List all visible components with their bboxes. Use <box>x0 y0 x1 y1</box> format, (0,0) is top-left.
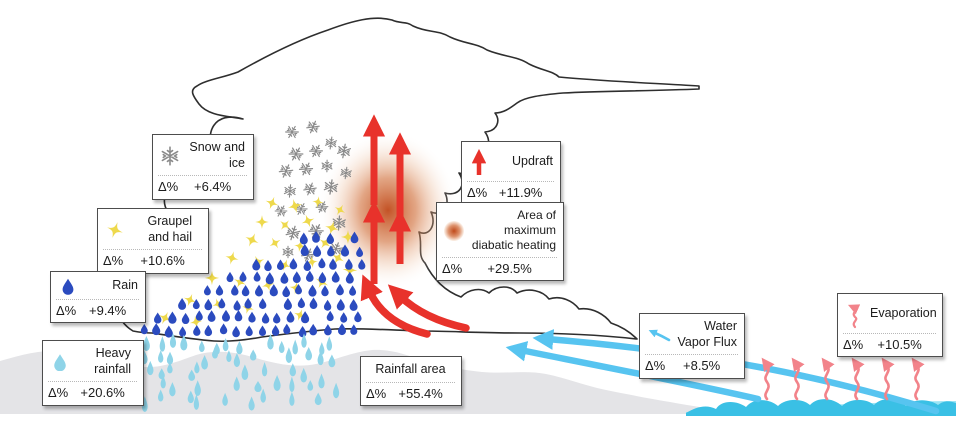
legend-snow-ice: Snow and ice Δ% +6.4% <box>152 134 254 200</box>
legend-water-vapor-flux: Water Vapor Flux Δ% +8.5% <box>639 313 745 379</box>
legend-label: Evaporation <box>870 306 937 321</box>
evaporation-arrows <box>761 357 925 401</box>
flux-arrow-icon <box>646 327 672 343</box>
delta-symbol: Δ% <box>645 358 666 374</box>
delta-symbol: Δ% <box>158 179 179 195</box>
legend-label: Rain <box>112 278 138 293</box>
legend-label: Area of maximum diabatic heating <box>471 208 556 252</box>
legend-graupel-hail: Graupel and hail Δ% +10.6% <box>97 208 209 274</box>
delta-value: +10.6% <box>140 253 185 269</box>
legend-rain: Rain Δ% +9.4% <box>50 271 146 324</box>
updraft-arrows <box>362 114 412 284</box>
graupel-star-icon <box>104 219 126 240</box>
legend-label: Graupel and hail <box>147 214 192 244</box>
inflow-arrows <box>360 274 470 338</box>
delta-value: +8.5% <box>683 358 721 374</box>
legend-label: Water Vapor Flux <box>677 319 737 349</box>
delta-value: +29.5% <box>487 261 532 276</box>
legend-label: Heavy rainfall <box>94 346 131 376</box>
legend-evaporation: Evaporation Δ% +10.5% <box>837 293 943 358</box>
wavy-arrow-icon <box>844 299 866 329</box>
delta-symbol: Δ% <box>48 385 69 401</box>
delta-value: +9.4% <box>89 303 127 318</box>
legend-label: Snow and ice <box>189 140 245 170</box>
delta-value: +10.5% <box>877 337 922 352</box>
delta-value: +55.4% <box>398 385 443 401</box>
heating-spot-icon <box>443 220 465 241</box>
diabatic-heating-area <box>318 130 458 290</box>
light-raindrop-icon <box>49 353 71 371</box>
legend-diabatic-heating: Area of maximum diabatic heating Δ% +29.… <box>436 202 564 282</box>
up-arrow-icon <box>468 147 490 177</box>
delta-symbol: Δ% <box>442 261 463 276</box>
raindrop-icon <box>57 277 79 295</box>
legend-rainfall-area: Rainfall area Δ% +55.4% <box>360 356 462 406</box>
legend-label: Rainfall area <box>375 362 446 376</box>
delta-symbol: Δ% <box>366 385 387 401</box>
delta-value: +11.9% <box>498 185 543 200</box>
delta-symbol: Δ% <box>56 303 77 318</box>
sea-water <box>686 399 956 416</box>
legend-heavy-rainfall: Heavy rainfall Δ% +20.6% <box>42 340 144 406</box>
legend-label: Updraft <box>512 154 553 169</box>
legend-updraft: Updraft Δ% +11.9% <box>461 141 561 206</box>
delta-symbol: Δ% <box>467 185 488 200</box>
delta-value: +20.6% <box>80 385 125 401</box>
delta-value: +6.4% <box>194 179 232 195</box>
snowflake-icon <box>159 146 181 166</box>
delta-symbol: Δ% <box>103 253 124 269</box>
delta-symbol: Δ% <box>843 337 864 352</box>
